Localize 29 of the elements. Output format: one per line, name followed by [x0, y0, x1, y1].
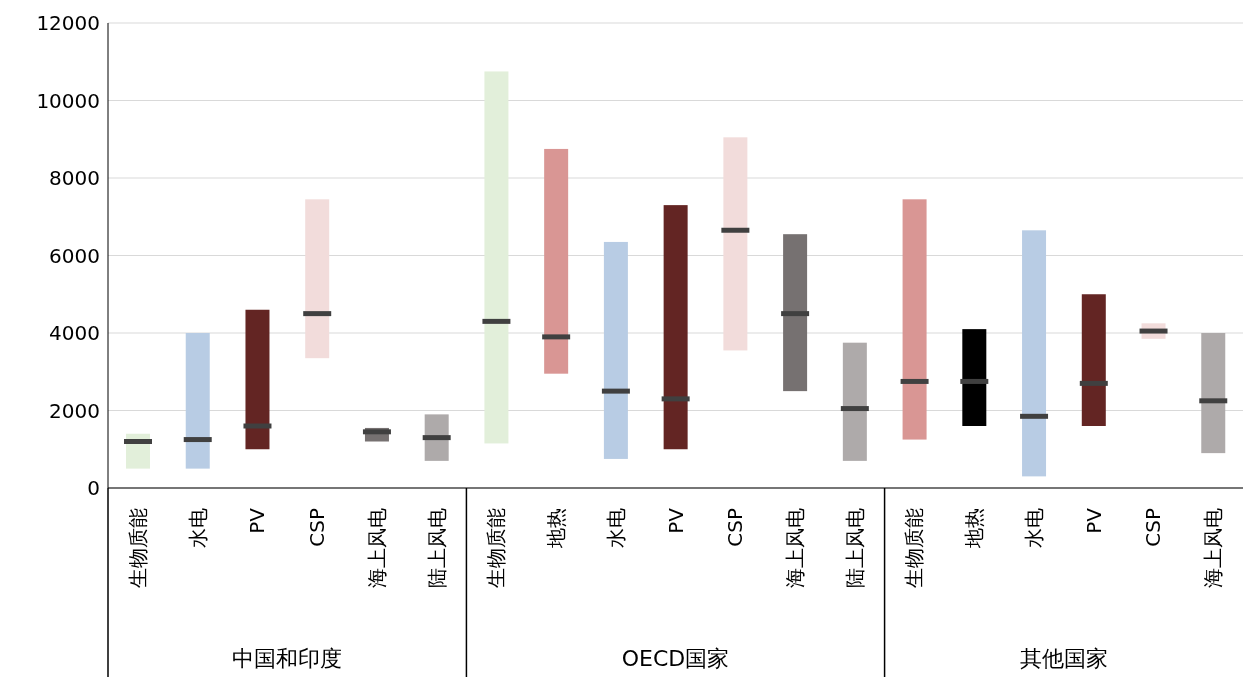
y-tick-label: 2000 [49, 398, 100, 423]
x-tick-label: 水电 [185, 508, 210, 548]
x-tick-label: CSP [723, 508, 748, 547]
x-tick-label: PV [245, 507, 270, 534]
x-tick-label: 生物质能 [484, 508, 509, 588]
x-tick-label: 地热 [544, 508, 569, 549]
x-tick-label: PV [1081, 507, 1106, 534]
x-tick-label: 海上风电 [782, 508, 807, 588]
x-tick-label: 陆上风电 [842, 508, 867, 588]
text: OECD国家 [621, 646, 730, 671]
x-tick-label: 海上风电 [364, 508, 389, 588]
text: 中国和印度 [232, 646, 343, 671]
y-tick-label: 8000 [49, 166, 100, 191]
y-tick-label: 10000 [36, 88, 100, 113]
x-tick-label: PV [663, 507, 688, 534]
x-tick-label: 生物质能 [902, 508, 927, 588]
x-tick-label: 水电 [603, 508, 628, 548]
y-tick-label: 0 [87, 476, 100, 501]
x-tick-label: 水电 [1021, 508, 1046, 548]
text: 其他国家 [1019, 646, 1108, 671]
x-tick-label: CSP [305, 508, 330, 547]
y-tick-label: 4000 [49, 321, 100, 346]
y-tick-label: 6000 [49, 243, 100, 268]
x-tick-label: 生物质能 [125, 508, 150, 588]
x-tick-label: 地热 [962, 508, 987, 549]
x-tick-label: 海上风电 [1201, 508, 1226, 588]
x-tick-label: CSP [1141, 508, 1166, 547]
x-tick-label: 陆上风电 [424, 508, 449, 588]
y-tick-label: 12000 [36, 11, 100, 36]
